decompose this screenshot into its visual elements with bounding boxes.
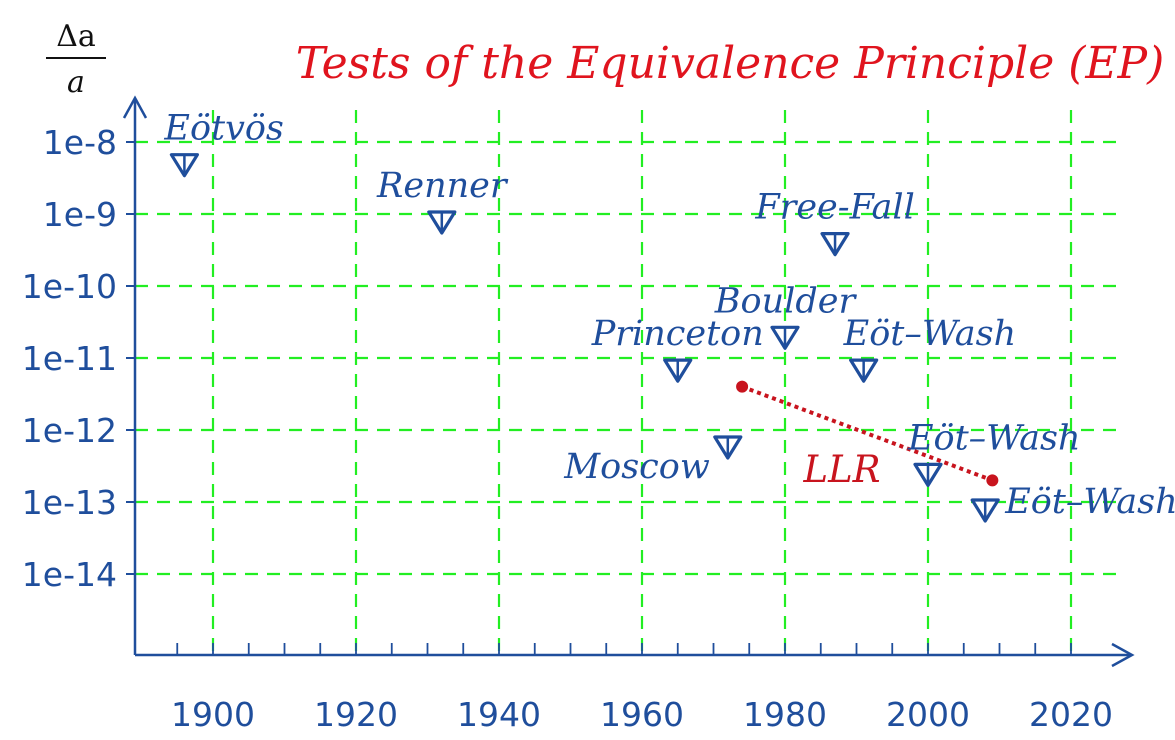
y-axis-label-numerator: Δa	[56, 19, 96, 54]
y-tick-label: 1e-11	[22, 339, 117, 378]
llr-series: LLR	[735, 379, 1000, 491]
x-tick-label: 2020	[1029, 695, 1113, 734]
experiment-label: Boulder	[714, 281, 858, 321]
experiment-marker	[913, 462, 943, 487]
experiment-label: Renner	[376, 166, 509, 206]
tick-labels: 1e-8 1e-9 1e-10 1e-11 1e-12 1e-13 1e-14 1900 192…	[22, 123, 1113, 734]
grid	[135, 110, 1118, 655]
experiment-marker	[970, 498, 1000, 523]
y-tick-label: 1e-14	[22, 555, 117, 594]
x-axis-arrowhead	[1111, 642, 1135, 668]
experiment-marker	[820, 232, 850, 257]
experiment-label: Moscow	[563, 447, 710, 487]
experiment-marker	[713, 435, 743, 460]
y-tick-label: 1e-12	[22, 411, 117, 450]
experiment-label: Eöt–Wash	[1004, 482, 1175, 522]
experiment-label: Princeton	[591, 314, 764, 354]
axes	[122, 95, 1135, 668]
llr-point	[985, 473, 1000, 488]
llr-label: LLR	[803, 448, 881, 491]
y-axis-label-denominator: a	[67, 65, 85, 100]
x-tick-label: 1960	[600, 695, 684, 734]
experiment-marker	[663, 358, 693, 383]
x-tick-label: 2000	[886, 695, 970, 734]
tick-marks	[126, 141, 1072, 655]
chart-title: Tests of the Equivalence Principle (EP)	[296, 38, 1165, 89]
experiment-marker	[169, 153, 199, 178]
x-tick-label: 1980	[743, 695, 827, 734]
llr-point	[735, 379, 750, 394]
experiment-label: Eötvös	[163, 109, 284, 149]
experiment-marker	[849, 358, 879, 383]
experiment-label: Eöt–Wash	[843, 314, 1017, 354]
experiment-label: Free-Fall	[754, 188, 914, 228]
y-axis-label: Δa a	[46, 19, 106, 100]
x-tick-label: 1920	[314, 695, 398, 734]
experiment-label: Eöt–Wash	[907, 418, 1081, 458]
x-tick-label: 1940	[457, 695, 541, 734]
y-tick-label: 1e-8	[43, 123, 117, 162]
experiment-markers	[169, 153, 1000, 523]
experiment-marker	[427, 210, 457, 235]
experiment-marker	[770, 325, 800, 350]
x-tick-label: 1900	[171, 695, 255, 734]
y-axis-arrowhead	[122, 95, 148, 119]
y-tick-label: 1e-9	[43, 195, 117, 234]
y-tick-label: 1e-13	[22, 483, 117, 522]
y-tick-label: 1e-10	[22, 267, 117, 306]
